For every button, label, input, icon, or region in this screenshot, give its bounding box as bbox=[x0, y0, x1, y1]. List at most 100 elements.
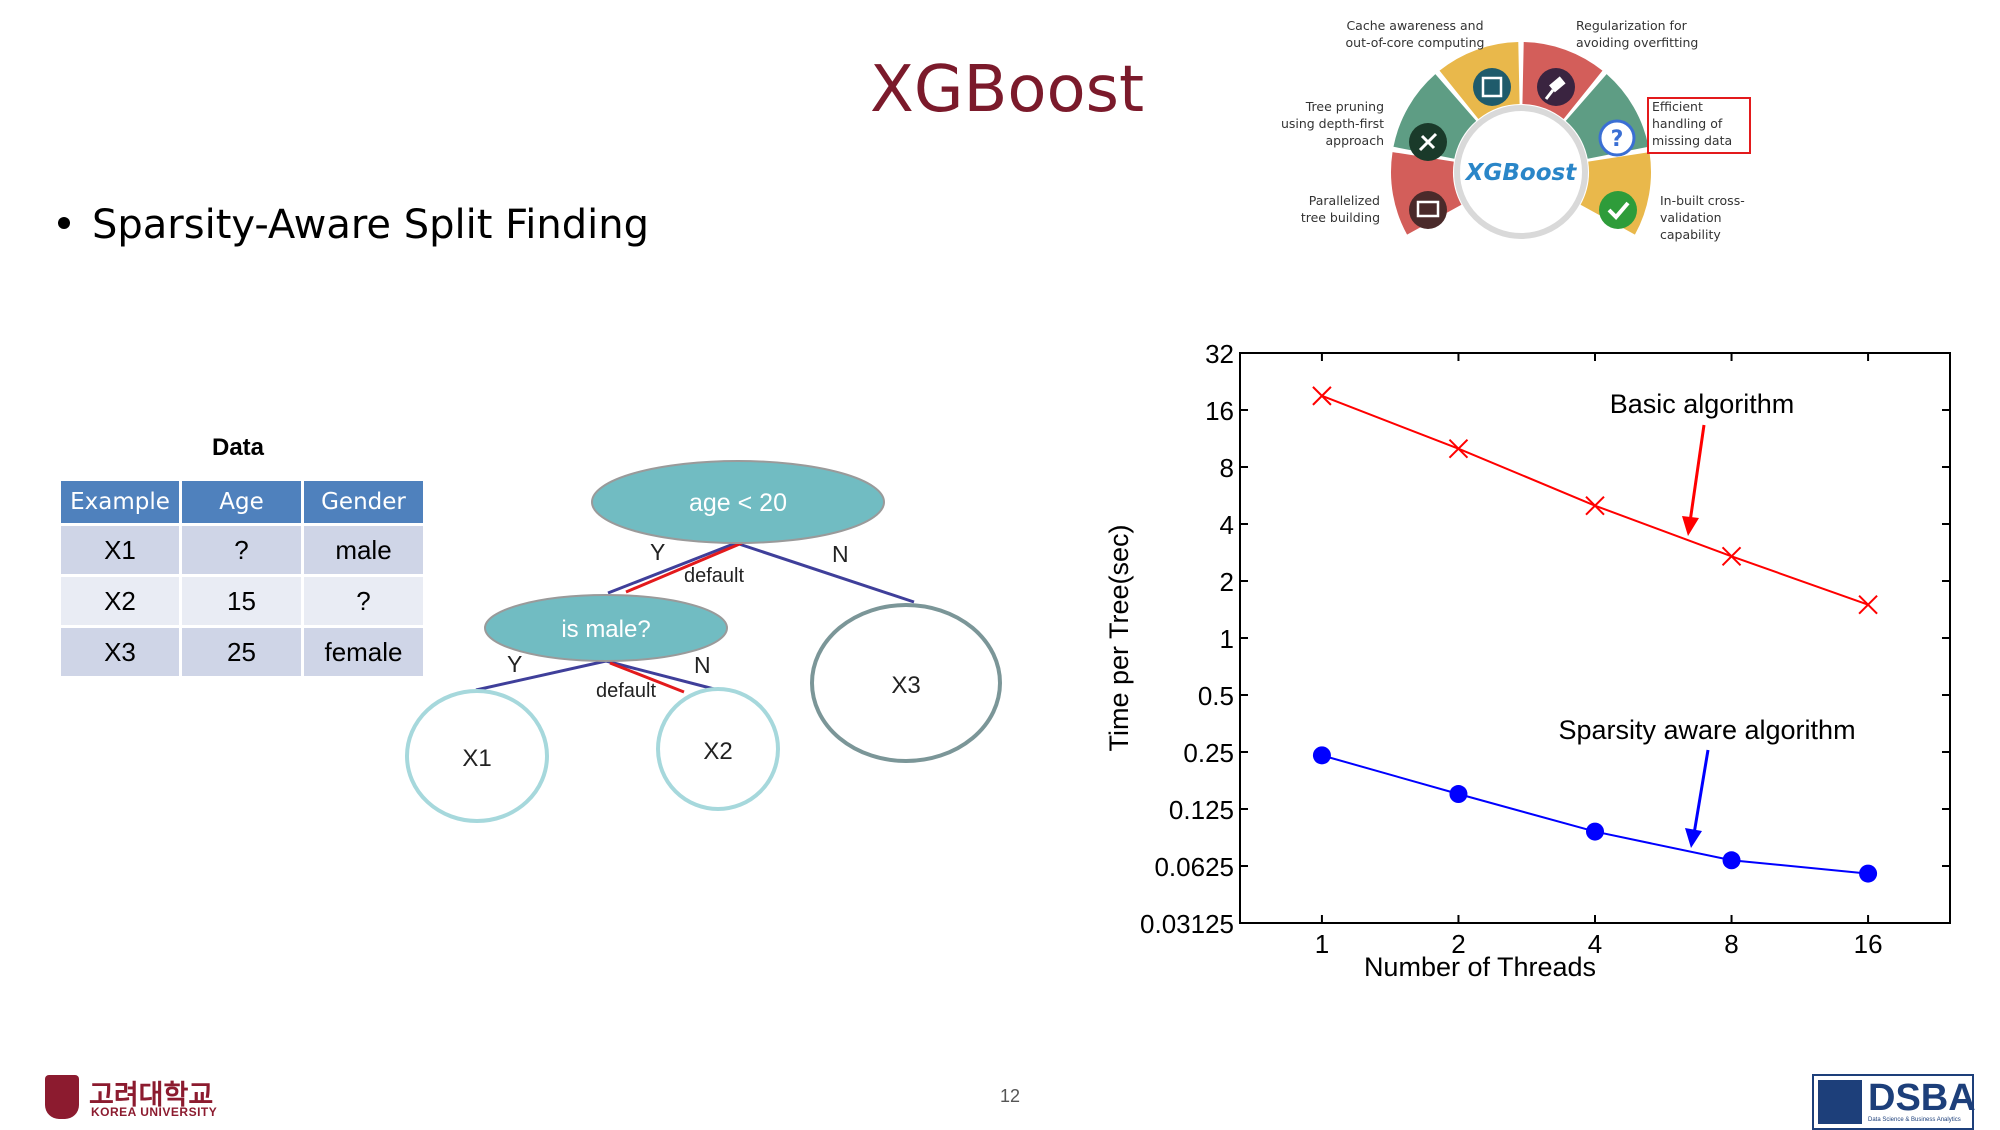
y-tick-label: 8 bbox=[1220, 453, 1234, 483]
default-label: default bbox=[596, 680, 656, 702]
page-number: 12 bbox=[999, 1086, 1021, 1106]
table-row: X3 25 female bbox=[61, 628, 423, 676]
inner-node-label: is male? bbox=[561, 616, 650, 643]
feature-label: Regularization for avoiding overfitting bbox=[1576, 18, 1698, 50]
table-cell: X3 bbox=[61, 628, 179, 676]
default-edge bbox=[625, 541, 743, 594]
shield-icon bbox=[45, 1075, 79, 1119]
dsba-logo: DSBA Data Science & Business Analytics bbox=[1812, 1074, 1976, 1130]
tree-edge bbox=[475, 659, 607, 692]
data-point bbox=[1722, 851, 1741, 870]
lab-subtitle: Data Science & Business Analytics bbox=[1868, 1117, 1961, 1123]
tree-edge bbox=[607, 541, 737, 595]
annotation-arrowhead bbox=[1685, 828, 1702, 848]
korea-university-logo: 고려대학교 KOREA UNIVERSITY bbox=[45, 1075, 235, 1121]
inner-node bbox=[484, 594, 728, 662]
leaf-node bbox=[405, 689, 549, 823]
tree-edge bbox=[735, 541, 915, 604]
y-tick-label: 0.03125 bbox=[1140, 909, 1234, 939]
default-label: default bbox=[684, 565, 744, 587]
university-name-kr: 고려대학교 bbox=[89, 1080, 214, 1111]
table-header-row: Example Age Gender bbox=[61, 481, 423, 523]
x-tick-label: 2 bbox=[1451, 929, 1465, 959]
table-cell: 25 bbox=[182, 628, 301, 676]
feature-label: Cache awareness and out-of-core computing bbox=[1346, 18, 1485, 50]
pruning-icon bbox=[1409, 123, 1447, 161]
annotation-arrowhead bbox=[1682, 516, 1699, 536]
leaf-label: X3 bbox=[891, 672, 920, 699]
leaf-label: X1 bbox=[462, 745, 491, 772]
y-tick-label: 32 bbox=[1205, 340, 1234, 369]
y-tick-label: 0.0625 bbox=[1154, 852, 1234, 882]
highlight-box bbox=[1647, 97, 1751, 154]
data-point bbox=[1448, 438, 1469, 459]
edge-yes-label: Y bbox=[507, 651, 522, 677]
y-tick-label: 1 bbox=[1220, 624, 1234, 654]
wheel-center-label: XGBoost bbox=[1464, 160, 1577, 186]
table-cell: X1 bbox=[61, 526, 179, 574]
x-tick-label: 1 bbox=[1315, 929, 1329, 959]
edge-no-label: N bbox=[832, 541, 849, 567]
feature-label-highlighted: Efficient handling of missing data bbox=[1652, 99, 1732, 148]
feature-wheel: XGBoost Cache awareness and out-of-core c… bbox=[1281, 18, 1751, 242]
leaf-node bbox=[810, 603, 1002, 763]
table-header-cell: Gender bbox=[304, 481, 423, 523]
annotation-basic: Basic algorithm bbox=[1610, 389, 1795, 419]
root-node bbox=[591, 460, 885, 544]
y-tick-label: 0.5 bbox=[1198, 681, 1234, 711]
x-tick-label: 16 bbox=[1854, 929, 1883, 959]
bullet-text: Sparsity-Aware Split Finding bbox=[92, 202, 649, 248]
data-point bbox=[1312, 746, 1331, 765]
performance-chart: 0.03125 0.0625 0.125 0.25 0.5 1 2 4 8 16 32 1 2 4 8 16… bbox=[1104, 340, 1951, 982]
x-axis-label: Number of Threads bbox=[1364, 952, 1596, 982]
table-row: X1 ? male bbox=[61, 526, 423, 574]
monitor-icon bbox=[1409, 191, 1447, 229]
tree-edge bbox=[605, 659, 719, 692]
table-caption: Data bbox=[211, 434, 265, 461]
y-tick-label: 0.125 bbox=[1169, 795, 1234, 825]
leaf-label: X2 bbox=[703, 738, 732, 765]
y-tick-label: 4 bbox=[1220, 510, 1234, 540]
edge-no-label: N bbox=[694, 652, 711, 678]
y-axis-label: Time per Tree(sec) bbox=[1104, 524, 1134, 751]
y-axis: 0.03125 0.0625 0.125 0.25 0.5 1 2 4 8 16 32 bbox=[1140, 340, 1950, 939]
table-cell: male bbox=[304, 526, 423, 574]
data-point bbox=[1721, 546, 1742, 567]
bullet-dot bbox=[58, 217, 70, 229]
svg-text:?: ? bbox=[1611, 127, 1624, 152]
feature-label: Tree pruning using depth-first approach bbox=[1281, 99, 1384, 148]
x-tick-label: 8 bbox=[1724, 929, 1738, 959]
bullet-point: Sparsity-Aware Split Finding bbox=[58, 200, 649, 250]
default-edge bbox=[609, 661, 685, 694]
table-row: X2 15 ? bbox=[61, 577, 423, 625]
data-point bbox=[1858, 594, 1878, 615]
y-tick-label: 2 bbox=[1220, 567, 1234, 597]
annotation-arrow bbox=[1688, 424, 1706, 523]
annotation-arrow bbox=[1692, 749, 1710, 835]
table-header-cell: Age bbox=[182, 481, 301, 523]
data-table: Example Age Gender X1 ? male X2 15 ? X3 … bbox=[58, 478, 426, 679]
slide-title: XGBoost bbox=[870, 53, 1145, 127]
gavel-icon bbox=[1537, 68, 1575, 106]
annotation-sparse: Sparsity aware algorithm bbox=[1558, 715, 1855, 745]
x-axis: 1 2 4 8 16 bbox=[1315, 353, 1883, 959]
feature-label: In-built cross-validation capability bbox=[1660, 193, 1745, 242]
table-header-cell: Example bbox=[61, 481, 179, 523]
y-tick-label: 0.25 bbox=[1183, 738, 1234, 768]
root-node-label: age < 20 bbox=[689, 489, 787, 517]
data-point bbox=[1859, 864, 1878, 883]
table-cell: X2 bbox=[61, 577, 179, 625]
edge-yes-label: Y bbox=[650, 539, 665, 565]
table-cell: female bbox=[304, 628, 423, 676]
decision-tree: age < 20 is male? X1 X2 X3 Y N default Y… bbox=[405, 460, 1002, 823]
network-icon bbox=[1818, 1080, 1862, 1124]
series-markers bbox=[1312, 386, 1878, 883]
data-point bbox=[1312, 386, 1332, 406]
lab-name: DSBA bbox=[1868, 1077, 1976, 1119]
data-point bbox=[1586, 822, 1604, 841]
chip-icon bbox=[1473, 68, 1511, 106]
leaf-node bbox=[656, 687, 780, 811]
check-icon bbox=[1599, 191, 1637, 229]
question-icon: ? bbox=[1598, 119, 1636, 157]
university-name-en: KOREA UNIVERSITY bbox=[91, 1105, 218, 1119]
